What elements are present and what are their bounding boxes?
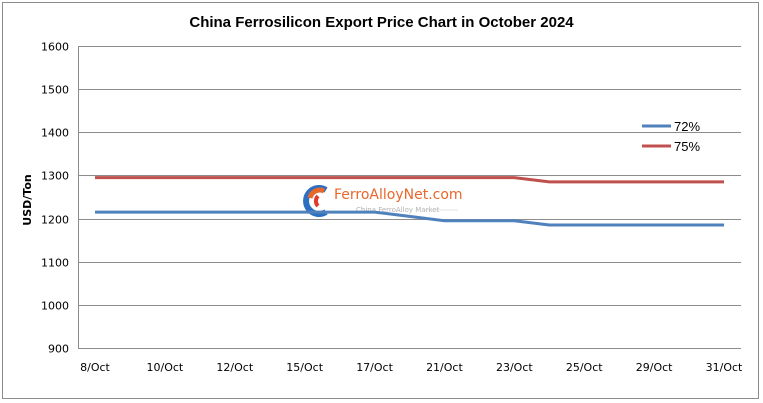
y-tick-label: 1600 <box>41 41 69 54</box>
watermark-tagline: China FerroAlloy Market <box>356 206 440 214</box>
series-line-75 <box>95 176 724 184</box>
y-axis-ticks: 900 1000 1100 1200 1300 1400 1500 1600 <box>41 41 69 356</box>
watermark-brand: FerroAlloyNet.com <box>334 187 463 203</box>
gridlines <box>78 46 741 349</box>
series-line-72 <box>95 210 724 227</box>
y-tick-label: 1300 <box>41 170 69 183</box>
y-tick-label: 1500 <box>41 84 69 97</box>
x-tick-label: 21/Oct <box>426 361 463 374</box>
ferroalloynet-logo-icon <box>303 185 328 217</box>
x-tick-label: 17/Oct <box>356 361 393 374</box>
legend-item-72: 72% <box>642 119 700 134</box>
x-tick-label: 23/Oct <box>496 361 533 374</box>
chart-title: China Ferrosilicon Export Price Chart in… <box>189 14 574 31</box>
x-tick-label: 15/Oct <box>286 361 323 374</box>
x-tick-label: 25/Oct <box>566 361 603 374</box>
data-series <box>95 176 724 227</box>
x-tick-label: 10/Oct <box>147 361 184 374</box>
legend-item-75: 75% <box>642 139 700 154</box>
y-tick-label: 1000 <box>41 300 69 313</box>
chart-frame <box>2 2 759 399</box>
x-tick-label: 31/Oct <box>706 361 743 374</box>
legend-label-75: 75% <box>674 139 700 154</box>
legend-label-72: 72% <box>674 119 700 134</box>
y-tick-label: 1100 <box>41 257 69 270</box>
x-axis-ticks: 8/Oct 10/Oct 12/Oct 15/Oct 17/Oct 21/Oct 23/Oc… <box>80 361 743 374</box>
y-axis-label: USD/Ton <box>21 174 34 225</box>
x-tick-label: 29/Oct <box>636 361 673 374</box>
x-tick-label: 12/Oct <box>216 361 253 374</box>
watermark: FerroAlloyNet.com China FerroAlloy Marke… <box>303 185 463 217</box>
y-tick-label: 1400 <box>41 127 69 140</box>
y-tick-label: 900 <box>48 343 69 356</box>
legend: 72% 75% <box>642 119 700 154</box>
x-tick-label: 8/Oct <box>80 361 110 374</box>
y-tick-label: 1200 <box>41 214 69 227</box>
